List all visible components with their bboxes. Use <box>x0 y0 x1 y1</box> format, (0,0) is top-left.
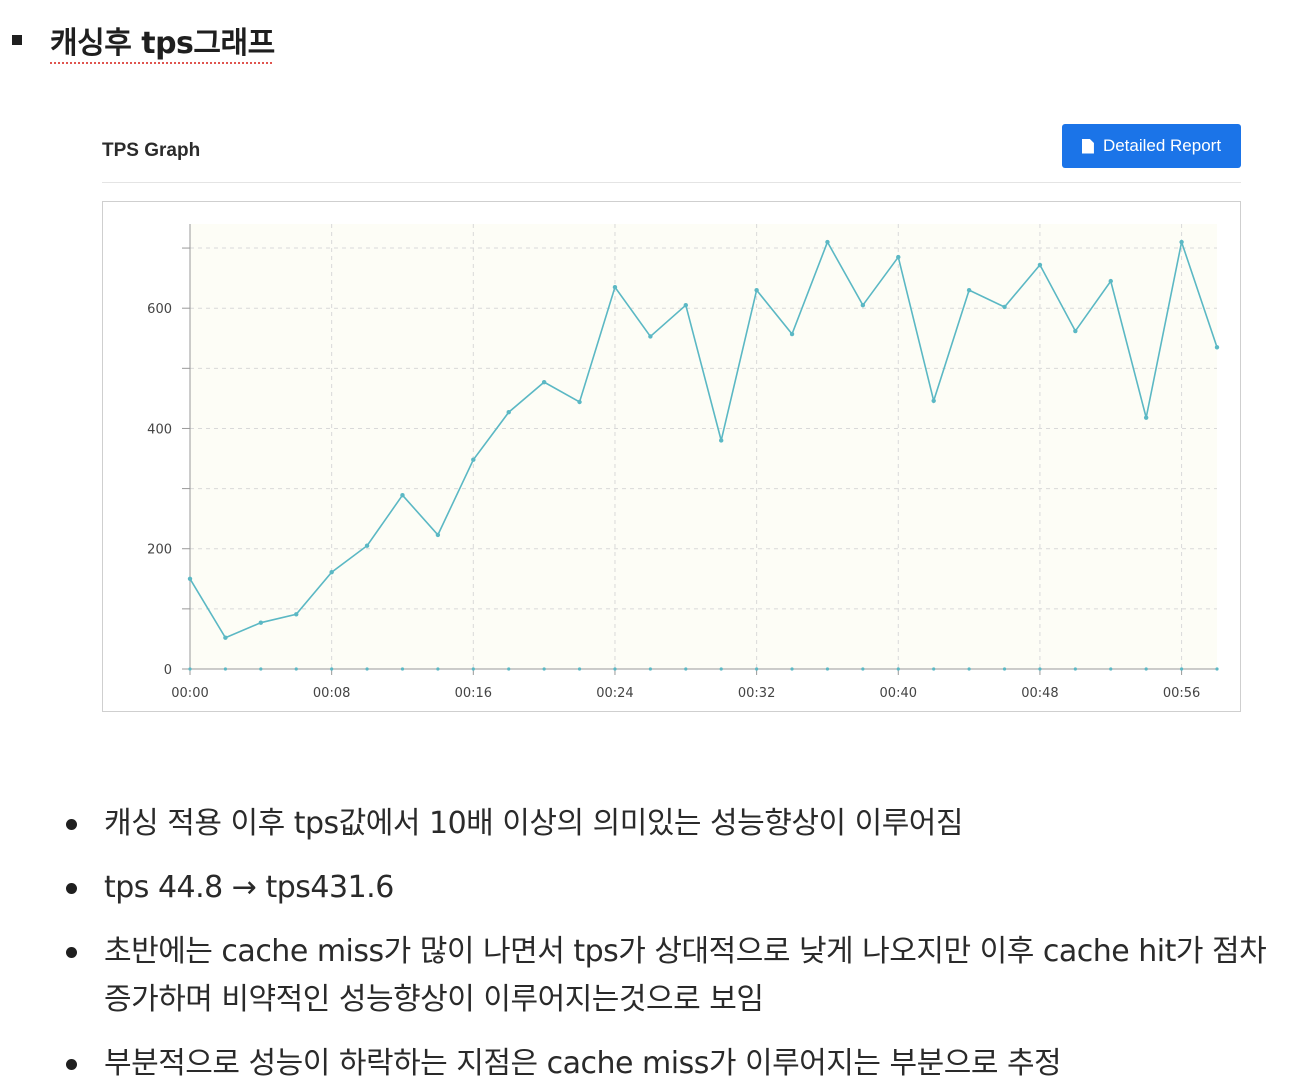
x-tick-label: 00:56 <box>1163 686 1200 701</box>
note-item: 부분적으로 성능이 하락하는 지점은 cache miss가 이루어지는 부분으… <box>66 1040 1294 1088</box>
tps-data-point <box>1214 345 1220 350</box>
card-divider <box>102 182 1241 183</box>
tps-data-point <box>541 379 547 385</box>
tps-data-point <box>1179 239 1184 245</box>
heading-text: 캐싱후 tps그래프 <box>50 26 275 61</box>
x-tick-label: 00:24 <box>596 686 633 701</box>
y-tick-label: 0 <box>164 663 172 678</box>
note-text: 부분적으로 성능이 하락하는 지점은 cache miss가 이루어지는 부분으… <box>104 1046 1062 1081</box>
baseline-point <box>542 667 546 671</box>
tps-data-point <box>577 399 582 405</box>
tps-data-point <box>648 334 653 339</box>
bullet-dot <box>66 883 77 894</box>
baseline-point <box>861 667 865 671</box>
tps-data-point <box>931 398 936 403</box>
tps-data-point <box>966 287 972 293</box>
baseline-point <box>613 667 617 671</box>
x-tick-label: 00:48 <box>1021 686 1058 701</box>
chart-svg: 0 200 400 600 00:00 00:08 00:16 00:24 00:32 00:40… <box>147 224 1220 701</box>
baseline-point <box>1038 667 1042 671</box>
x-tick-label: 00:08 <box>313 686 350 701</box>
baseline-point <box>790 667 794 671</box>
baseline-point <box>719 667 723 671</box>
tps-data-point <box>1037 262 1043 268</box>
bullet-dot <box>66 1059 77 1070</box>
y-tick-label: 600 <box>147 302 172 317</box>
plot-area <box>190 224 1217 669</box>
section-heading: 캐싱후 tps그래프 <box>8 18 275 62</box>
document-icon <box>1081 138 1094 154</box>
tps-data-point <box>789 331 795 337</box>
tps-data-point <box>683 302 688 308</box>
bullet-dot <box>66 819 77 830</box>
baseline-point <box>1179 667 1184 671</box>
baseline-point <box>648 667 652 671</box>
baseline-point <box>223 667 228 671</box>
note-item: 캐싱 적용 이후 tps값에서 10배 이상의 의미있는 성능향상이 이루어짐 <box>66 800 1294 848</box>
tps-data-point <box>1143 415 1149 420</box>
tps-data-point <box>860 302 866 308</box>
card-title: TPS Graph <box>102 140 201 161</box>
baseline-point <box>1109 667 1113 671</box>
baseline-point <box>967 667 971 671</box>
baseline-point <box>577 667 582 671</box>
tps-data-point <box>435 532 441 538</box>
tps-data-point <box>187 576 193 581</box>
tps-data-point <box>896 254 901 260</box>
x-tick-label: 00:32 <box>738 686 775 701</box>
tps-data-point <box>612 284 618 290</box>
tps-chart: 0 200 400 600 00:00 00:08 00:16 00:24 00:32 00:40… <box>102 201 1241 712</box>
tps-data-point <box>1002 304 1007 310</box>
tps-data-point <box>471 457 476 462</box>
baseline-point <box>436 667 440 671</box>
baseline-point <box>825 667 830 671</box>
tps-data-point <box>400 493 405 498</box>
note-item: 초반에는 cache miss가 많이 나면서 tps가 상대적으로 낮게 나오… <box>66 928 1294 1024</box>
x-tick-label: 00:00 <box>171 686 208 701</box>
x-tick-label: 00:16 <box>455 686 492 701</box>
baseline-point <box>1215 667 1219 671</box>
baseline-point <box>1144 667 1148 671</box>
note-text: 캐싱 적용 이후 tps값에서 10배 이상의 의미있는 성능향상이 이루어짐 <box>104 806 964 841</box>
tps-data-point <box>258 620 264 625</box>
tps-data-point <box>719 438 724 443</box>
baseline-point <box>400 667 405 671</box>
tps-data-point <box>364 543 370 548</box>
report-button-label: Detailed Report <box>1102 136 1222 155</box>
tps-data-point <box>223 635 228 640</box>
tps-data-point <box>1073 328 1078 334</box>
x-tick-label: 00:40 <box>880 686 917 701</box>
y-tick-label: 200 <box>147 543 172 558</box>
baseline-point <box>896 667 900 671</box>
baseline-point <box>507 667 511 671</box>
tps-series-line <box>189 238 1218 639</box>
baseline-point <box>259 667 263 671</box>
tps-data-point <box>825 239 830 245</box>
baseline-point <box>471 667 475 671</box>
note-text: 초반에는 cache miss가 많이 나면서 tps가 상대적으로 낮게 나오… <box>104 934 1267 1017</box>
baseline-point <box>330 667 334 671</box>
y-tick-label: 400 <box>147 422 172 437</box>
baseline-point <box>1002 667 1007 671</box>
note-text: tps 44.8 → tps431.6 <box>104 870 394 905</box>
baseline-point <box>755 667 759 671</box>
baseline-point <box>294 667 298 671</box>
note-item: tps 44.8 → tps431.6 <box>66 864 1294 912</box>
baseline-point <box>188 667 192 671</box>
baseline-point <box>684 667 688 671</box>
tps-data-point <box>329 569 334 575</box>
tps-data-point <box>1108 278 1113 284</box>
tps-data-point <box>506 410 511 415</box>
bullet-dot <box>66 947 77 958</box>
square-bullet-icon <box>12 35 22 45</box>
baseline-point <box>932 667 936 671</box>
tps-data-point <box>294 612 299 617</box>
detailed-report-button[interactable]: Detailed Report <box>1062 124 1241 168</box>
tps-data-point <box>754 287 759 293</box>
baseline-point <box>365 667 369 671</box>
baseline-point <box>1073 667 1077 671</box>
